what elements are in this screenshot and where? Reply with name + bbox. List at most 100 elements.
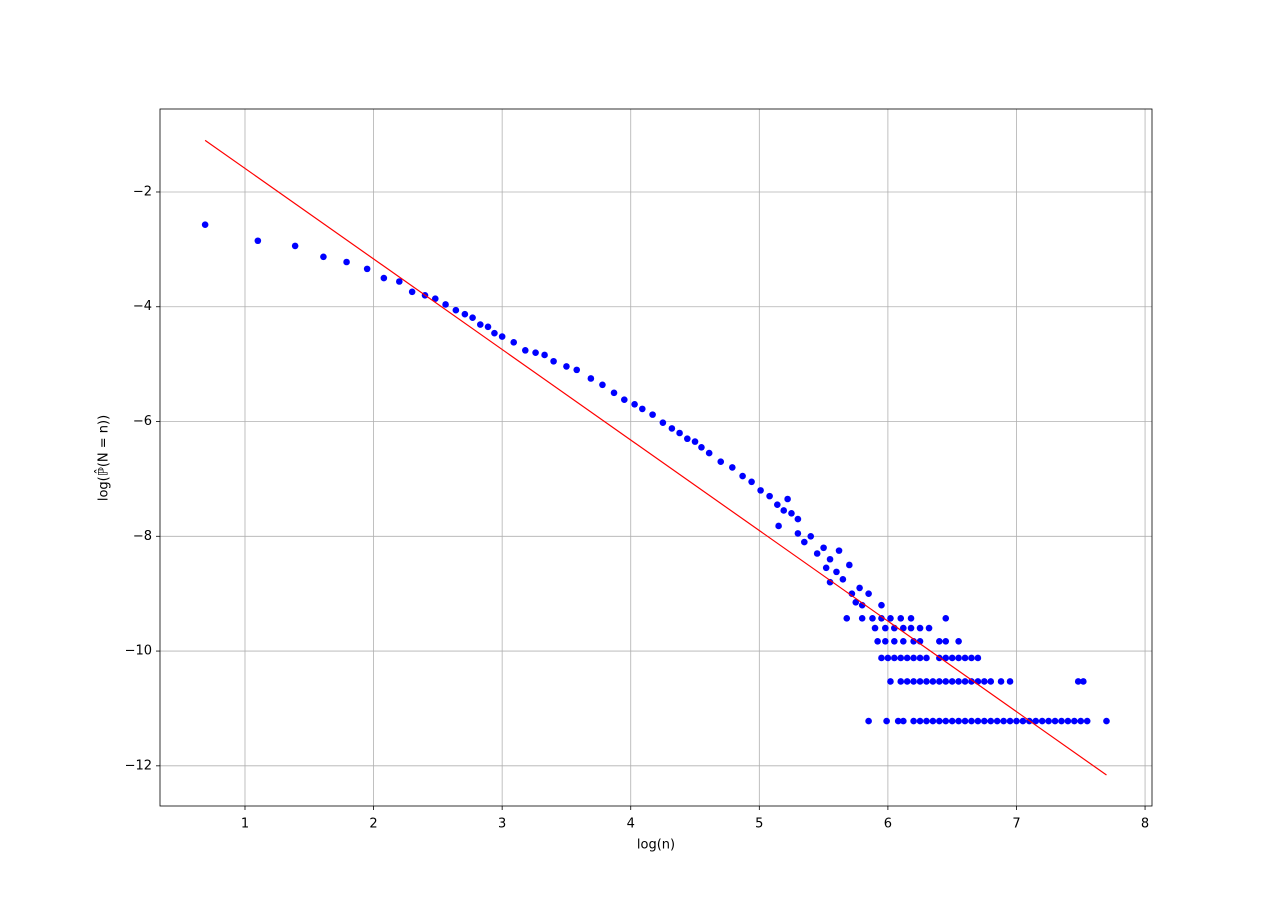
point (532, 349, 539, 356)
point (936, 717, 943, 725)
point (974, 717, 982, 725)
point (916, 678, 924, 685)
point (848, 590, 856, 597)
point (431, 295, 439, 303)
point (599, 381, 606, 389)
y-tick-label: −6 (133, 414, 152, 429)
point (923, 678, 930, 685)
point (705, 449, 713, 457)
point (955, 638, 962, 645)
point (900, 624, 907, 632)
point (948, 678, 956, 685)
point (801, 538, 808, 546)
x-tick-label: 6 (884, 817, 892, 832)
plot-frame (159, 108, 1153, 807)
point (846, 561, 853, 569)
point (1045, 717, 1052, 725)
point (1071, 717, 1078, 725)
point (659, 419, 667, 426)
point (676, 429, 683, 437)
point (916, 717, 924, 725)
point (843, 615, 851, 622)
point (865, 717, 872, 725)
point (521, 347, 529, 354)
point (498, 333, 506, 340)
point (869, 615, 876, 622)
point (1006, 717, 1014, 725)
point (1006, 678, 1014, 685)
point (794, 530, 802, 537)
point (891, 638, 898, 645)
point (887, 615, 894, 622)
point (476, 321, 484, 328)
point (587, 375, 595, 382)
point (974, 654, 982, 662)
point (739, 472, 746, 480)
point (887, 678, 894, 685)
point (698, 444, 705, 451)
point (856, 584, 863, 592)
point (865, 590, 872, 597)
point (871, 624, 879, 632)
point (884, 654, 892, 662)
point (631, 401, 638, 408)
point (891, 654, 898, 662)
point (993, 717, 1001, 725)
point (883, 717, 890, 725)
x-tick-label: 7 (1012, 817, 1020, 832)
point (408, 288, 416, 296)
point (878, 654, 885, 662)
point (780, 507, 788, 514)
y-tick-label: −10 (125, 644, 152, 659)
point (775, 522, 782, 530)
point (942, 717, 950, 725)
point (897, 615, 905, 622)
point (833, 568, 840, 576)
point (469, 314, 476, 321)
point (936, 678, 943, 685)
point (320, 253, 327, 261)
fit-line (204, 139, 1107, 776)
point (684, 435, 691, 443)
point (923, 654, 930, 662)
point (1064, 717, 1072, 725)
point (668, 425, 676, 432)
point (729, 464, 736, 471)
point (201, 221, 209, 228)
point (942, 638, 950, 645)
x-tick-label: 2 (369, 817, 377, 832)
point (910, 654, 917, 662)
point (961, 717, 969, 725)
x-tick-label: 1 (241, 817, 249, 832)
point (942, 615, 950, 622)
point (820, 544, 827, 552)
point (757, 487, 764, 494)
point (916, 624, 924, 632)
point (807, 532, 815, 540)
point (1051, 717, 1059, 725)
point (910, 717, 917, 725)
point (452, 306, 460, 314)
point (343, 258, 350, 266)
point (942, 654, 950, 662)
point (1013, 717, 1020, 725)
point (484, 323, 492, 331)
point (380, 274, 388, 282)
point (395, 278, 403, 285)
point (550, 357, 557, 365)
point (936, 638, 943, 645)
point (907, 615, 915, 622)
point (968, 654, 975, 662)
point (794, 515, 802, 523)
point (882, 638, 889, 645)
x-tick-label: 3 (498, 817, 506, 832)
point (903, 678, 911, 685)
point (1058, 717, 1065, 725)
point (987, 717, 995, 725)
point (981, 678, 988, 685)
point (961, 654, 969, 662)
point (1083, 717, 1091, 725)
point (717, 458, 725, 465)
point (1038, 717, 1046, 725)
